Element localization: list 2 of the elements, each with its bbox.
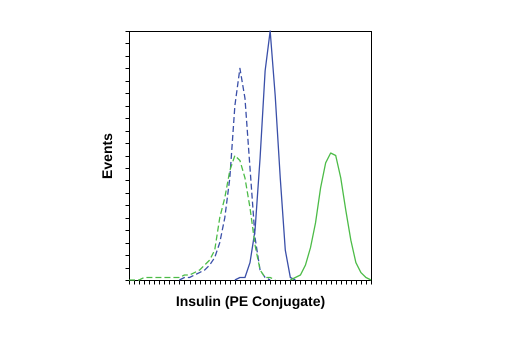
x-axis-title: Insulin (PE Conjugate) bbox=[176, 293, 326, 309]
y-axis-title: Events bbox=[99, 132, 115, 179]
